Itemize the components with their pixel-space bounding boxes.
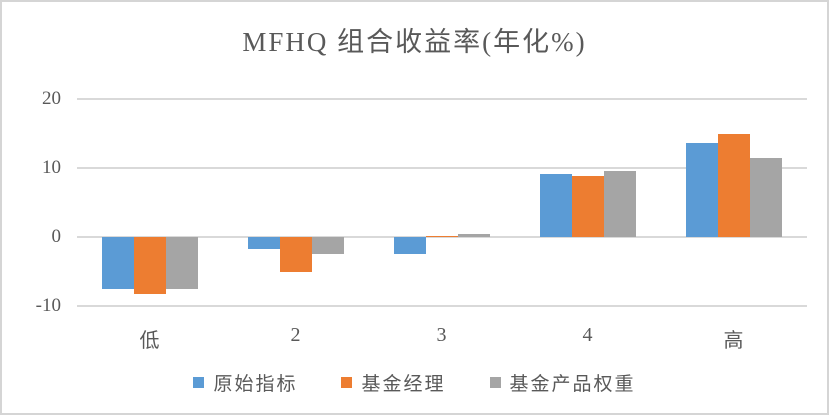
x-axis-category-label: 3 — [436, 324, 448, 346]
x-axis-category-label: 低 — [139, 330, 161, 352]
bar-基金产品权重-低 — [166, 237, 198, 290]
x-axis-category-label: 2 — [290, 324, 302, 346]
legend-swatch-icon — [193, 376, 205, 388]
legend-swatch-icon — [341, 376, 353, 388]
bar-基金经理-低 — [134, 237, 166, 295]
y-gridline — [77, 236, 807, 238]
bar-基金经理-4 — [572, 176, 604, 237]
y-gridline — [77, 167, 807, 169]
x-axis-category-label: 高 — [723, 330, 745, 352]
legend-label: 基金产品权重 — [509, 373, 636, 395]
bar-原始指标-2 — [248, 237, 280, 249]
chart-title: MFHQ 组合收益率(年化%) — [242, 27, 587, 57]
bar-基金经理-2 — [280, 237, 312, 273]
legend-swatch-icon — [489, 376, 501, 388]
bar-基金产品权重-2 — [312, 237, 344, 255]
bar-原始指标-3 — [394, 237, 426, 255]
bar-原始指标-高 — [686, 143, 718, 237]
bar-基金产品权重-4 — [604, 170, 636, 237]
y-axis-tick-label: 20 — [42, 88, 61, 109]
legend-item-基金经理: 基金经理 — [341, 369, 445, 396]
y-gridline — [77, 98, 807, 100]
bar-原始指标-低 — [102, 237, 134, 290]
legend-label: 原始指标 — [213, 373, 298, 395]
y-axis-tick-label: -10 — [35, 295, 61, 316]
legend: 原始指标 基金经理 基金产品权重 — [2, 365, 827, 399]
bar-基金经理-3 — [426, 236, 458, 237]
legend-label: 基金经理 — [361, 373, 446, 395]
bar-基金经理-高 — [718, 133, 750, 237]
y-axis-tick-label: 10 — [42, 157, 61, 178]
bar-原始指标-4 — [540, 174, 572, 237]
legend-item-基金产品权重: 基金产品权重 — [489, 369, 636, 396]
plot-area: 20 10 0 -10 低 2 3 4 高 — [36, 88, 807, 352]
y-axis-tick-label: 0 — [51, 226, 62, 247]
bar-基金产品权重-高 — [750, 157, 782, 237]
y-gridline — [77, 305, 807, 307]
x-axis-category-label: 4 — [582, 324, 594, 346]
legend-item-原始指标: 原始指标 — [193, 369, 297, 396]
bar-基金产品权重-3 — [458, 233, 490, 237]
